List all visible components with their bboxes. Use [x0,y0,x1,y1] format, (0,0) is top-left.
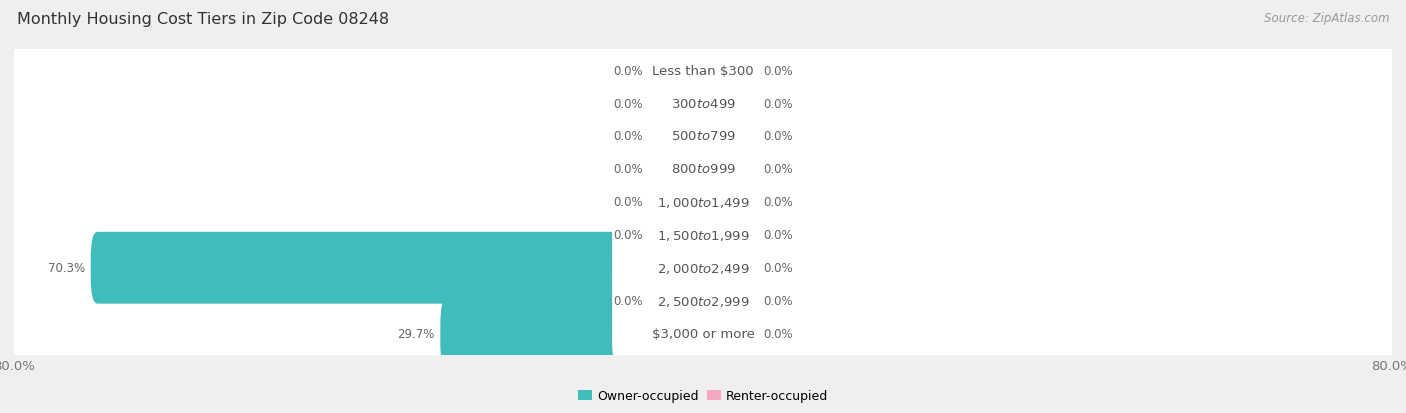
Text: Monthly Housing Cost Tiers in Zip Code 08248: Monthly Housing Cost Tiers in Zip Code 0… [17,12,389,27]
FancyBboxPatch shape [612,76,794,131]
Text: 0.0%: 0.0% [763,261,793,275]
Text: 0.0%: 0.0% [763,97,793,110]
FancyBboxPatch shape [696,134,758,205]
Text: $1,500 to $1,999: $1,500 to $1,999 [657,228,749,242]
Text: 0.0%: 0.0% [613,196,643,209]
FancyBboxPatch shape [696,35,758,107]
Text: 0.0%: 0.0% [613,163,643,176]
FancyBboxPatch shape [13,279,1393,389]
FancyBboxPatch shape [612,175,794,230]
Text: $2,000 to $2,499: $2,000 to $2,499 [657,261,749,275]
FancyBboxPatch shape [13,82,1393,192]
Text: $300 to $499: $300 to $499 [671,97,735,110]
FancyBboxPatch shape [648,134,710,205]
FancyBboxPatch shape [648,68,710,140]
FancyBboxPatch shape [648,199,710,271]
Text: $800 to $999: $800 to $999 [671,163,735,176]
Text: 70.3%: 70.3% [48,261,84,275]
FancyBboxPatch shape [696,101,758,173]
FancyBboxPatch shape [648,166,710,238]
FancyBboxPatch shape [13,246,1393,356]
FancyBboxPatch shape [13,213,1393,323]
Text: 0.0%: 0.0% [763,163,793,176]
Text: $3,000 or more: $3,000 or more [651,328,755,340]
FancyBboxPatch shape [612,43,794,99]
Text: 0.0%: 0.0% [763,229,793,242]
FancyBboxPatch shape [612,208,794,263]
Text: 0.0%: 0.0% [763,196,793,209]
Text: 0.0%: 0.0% [763,328,793,340]
Text: $500 to $799: $500 to $799 [671,130,735,143]
FancyBboxPatch shape [696,298,758,370]
Text: 0.0%: 0.0% [763,294,793,307]
FancyBboxPatch shape [612,240,794,296]
Text: 0.0%: 0.0% [613,97,643,110]
FancyBboxPatch shape [696,232,758,304]
FancyBboxPatch shape [13,147,1393,257]
Text: Source: ZipAtlas.com: Source: ZipAtlas.com [1264,12,1389,25]
FancyBboxPatch shape [696,166,758,238]
Text: 29.7%: 29.7% [396,328,434,340]
FancyBboxPatch shape [612,142,794,197]
FancyBboxPatch shape [612,306,794,361]
FancyBboxPatch shape [648,265,710,337]
Text: 0.0%: 0.0% [613,294,643,307]
Text: 0.0%: 0.0% [613,64,643,77]
FancyBboxPatch shape [13,180,1393,290]
FancyBboxPatch shape [440,298,710,370]
FancyBboxPatch shape [696,265,758,337]
FancyBboxPatch shape [13,16,1393,126]
Text: $2,500 to $2,999: $2,500 to $2,999 [657,294,749,308]
Legend: Owner-occupied, Renter-occupied: Owner-occupied, Renter-occupied [574,384,832,407]
Text: 0.0%: 0.0% [613,130,643,143]
FancyBboxPatch shape [13,115,1393,224]
FancyBboxPatch shape [91,232,710,304]
Text: 0.0%: 0.0% [763,64,793,77]
Text: 0.0%: 0.0% [613,229,643,242]
FancyBboxPatch shape [13,49,1393,159]
FancyBboxPatch shape [612,109,794,164]
FancyBboxPatch shape [648,35,710,107]
FancyBboxPatch shape [648,101,710,173]
FancyBboxPatch shape [612,273,794,329]
Text: Less than $300: Less than $300 [652,64,754,77]
FancyBboxPatch shape [696,68,758,140]
Text: 0.0%: 0.0% [763,130,793,143]
FancyBboxPatch shape [696,199,758,271]
Text: $1,000 to $1,499: $1,000 to $1,499 [657,195,749,209]
